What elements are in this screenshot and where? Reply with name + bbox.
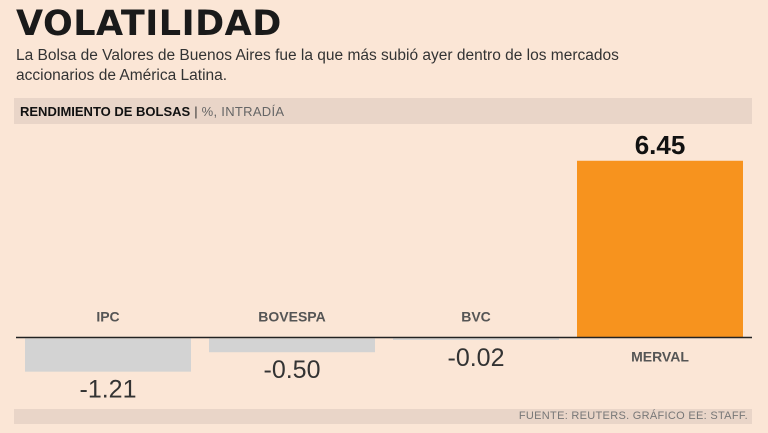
- value-label-ipc: -1.21: [80, 376, 137, 404]
- chart-title: VOLATILIDAD: [16, 4, 282, 44]
- source-note: FUENTE: REUTERS. GRÁFICO EE: STAFF.: [14, 409, 752, 424]
- value-label-merval: 6.45: [635, 130, 686, 160]
- band-unit: %, INTRADÍA: [201, 103, 285, 119]
- category-label-ipc: IPC: [96, 309, 119, 325]
- value-label-bvc: -0.02: [448, 344, 505, 372]
- band-separator: |: [194, 103, 198, 119]
- value-label-bovespa: -0.50: [264, 356, 321, 384]
- category-label-merval: MERVAL: [631, 349, 689, 365]
- chart-header-band: RENDIMIENTO DE BOLSAS | %, INTRADÍA: [14, 98, 752, 124]
- category-label-bovespa: BOVESPA: [258, 309, 325, 325]
- bar-bvc: [393, 338, 559, 340]
- bar-ipc: [25, 338, 191, 372]
- bar-merval: [577, 160, 743, 338]
- category-label-bvc: BVC: [461, 309, 491, 325]
- label-group: IPC -1.21 BOVESPA -0.50 BVC -0.02 MERVAL 6.45: [80, 130, 690, 404]
- bar-bovespa: [209, 338, 375, 353]
- bar-group: [25, 160, 743, 372]
- chart-subtitle: La Bolsa de Valores de Buenos Aires fue …: [16, 47, 619, 84]
- band-heading: RENDIMIENTO DE BOLSAS: [20, 103, 191, 119]
